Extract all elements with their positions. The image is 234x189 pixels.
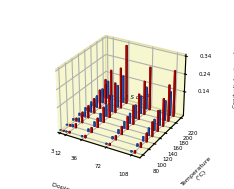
X-axis label: Doping Time (h): Doping Time (h) <box>51 182 101 189</box>
Y-axis label: Temperature
(°C): Temperature (°C) <box>181 155 217 189</box>
